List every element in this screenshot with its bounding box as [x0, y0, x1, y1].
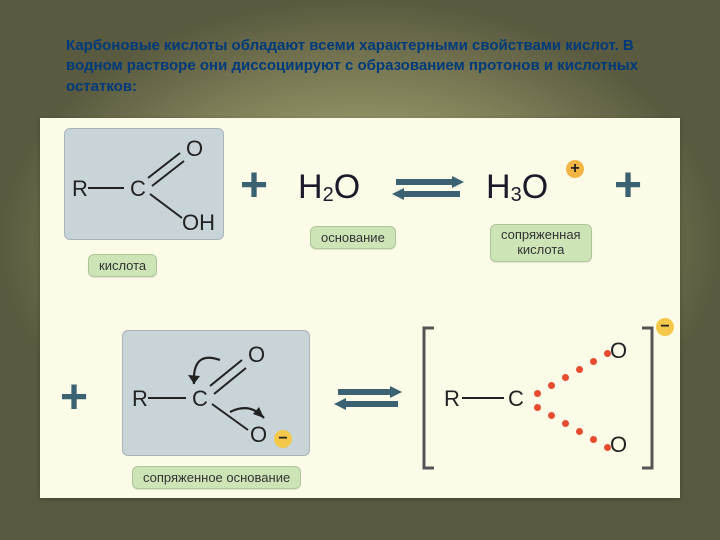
dot: [576, 428, 583, 435]
dot: [534, 404, 541, 411]
atom-C-3: C: [508, 386, 524, 412]
dot: [590, 436, 597, 443]
atom-R: R: [72, 176, 88, 202]
slide-heading: Карбоновые кислоты обладают всеми характ…: [66, 36, 670, 97]
bond-r-c-3: [460, 396, 506, 400]
atom-C: C: [130, 176, 146, 202]
tag-conj-base: сопряженное основание: [132, 466, 301, 489]
bracket-left: [420, 326, 436, 470]
dot: [562, 374, 569, 381]
charge-minus-1: −: [274, 430, 292, 448]
atom-O-3b: O: [610, 432, 627, 458]
atom-O-top: O: [186, 136, 203, 162]
tag-conj-acid-l2: кислота: [517, 242, 564, 257]
dot: [590, 358, 597, 365]
dot: [562, 420, 569, 427]
op-plus-1: +: [240, 158, 268, 213]
atom-R-2: R: [132, 386, 148, 412]
formula-water: H2O: [298, 168, 360, 207]
dot: [604, 350, 611, 357]
formula-hydronium: H3O: [486, 168, 548, 207]
equilibrium-2: [330, 378, 406, 418]
dot: [604, 444, 611, 451]
charge-plus-hydronium: +: [566, 160, 584, 178]
tag-conj-acid-l1: сопряженная: [501, 227, 581, 242]
equilibrium-1: [388, 168, 468, 208]
tag-conj-acid: сопряженная кислота: [490, 224, 592, 262]
atom-C-2: C: [192, 386, 208, 412]
dot: [576, 366, 583, 373]
dot: [534, 390, 541, 397]
op-plus-3: +: [60, 370, 88, 425]
atom-O-3a: O: [610, 338, 627, 364]
atom-O-2b: O: [250, 422, 267, 448]
op-plus-2: +: [614, 158, 642, 213]
atom-R-3: R: [444, 386, 460, 412]
atom-OH: OH: [182, 210, 215, 236]
bracket-right: [640, 326, 656, 470]
atom-O-2a: O: [248, 342, 265, 368]
dot: [548, 382, 555, 389]
tag-base: основание: [310, 226, 396, 249]
dot: [548, 412, 555, 419]
charge-minus-bracket: −: [656, 318, 674, 336]
tag-acid: кислота: [88, 254, 157, 277]
